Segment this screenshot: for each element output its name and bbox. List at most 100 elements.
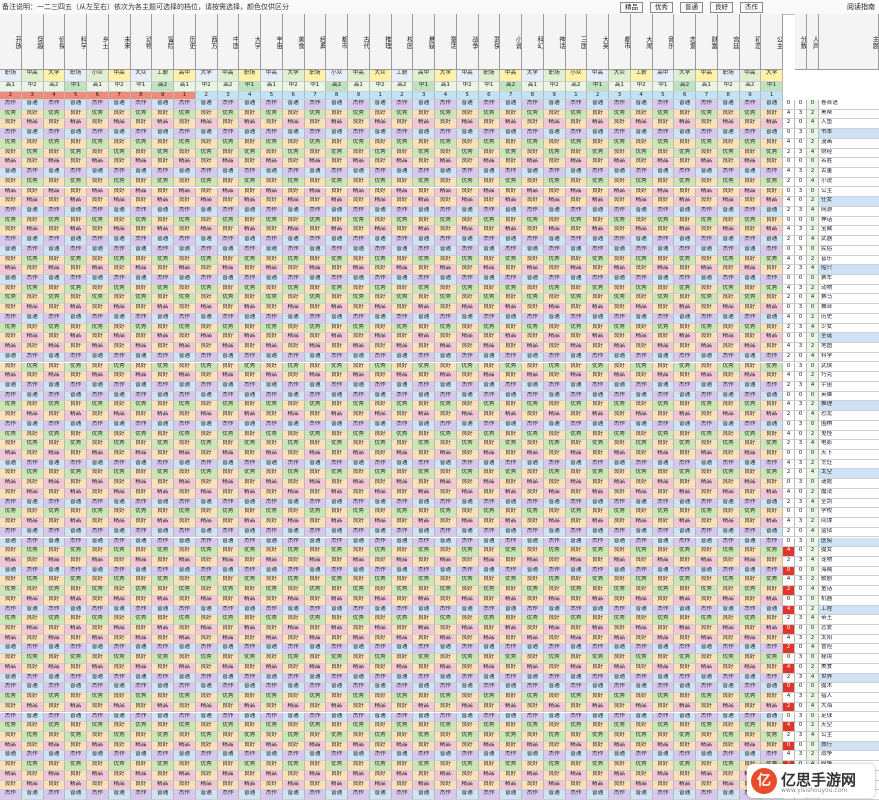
table-cell: 良好	[326, 722, 348, 732]
table-cell: 普通	[435, 275, 457, 285]
table-cell: 良好	[174, 411, 196, 421]
table-cell: 良好	[87, 547, 109, 557]
table-cell: 良好	[587, 343, 609, 353]
table-cell: 良好	[65, 187, 87, 198]
table-cell: 精品	[609, 634, 631, 645]
table-cell: 良好	[630, 479, 653, 489]
table-cell: 杰作	[65, 751, 87, 762]
table-cell: 良好	[369, 586, 392, 596]
table-cell: 普通	[87, 275, 109, 285]
table-cell: 优秀	[130, 430, 153, 441]
table-cell: 优秀	[304, 216, 327, 227]
table-cell: 优秀	[21, 576, 44, 587]
table-cell: 精品	[565, 556, 588, 567]
table-cell: 良好	[87, 780, 109, 791]
table-cell: 良好	[587, 586, 609, 596]
table-cell: 精品	[174, 663, 196, 674]
table-cell: 良好	[696, 333, 718, 344]
row-stat: 0	[807, 216, 819, 227]
table-cell: 良好	[282, 663, 305, 674]
table-cell: 良好	[609, 731, 631, 742]
table-cell: 优秀	[456, 576, 479, 587]
table-cell: 优秀	[152, 731, 174, 742]
table-cell: 杰作	[500, 537, 522, 548]
table-cell: 良好	[696, 197, 718, 207]
row-label: 太阳	[819, 634, 879, 645]
table-cell: 优秀	[435, 722, 457, 732]
table-cell: 普通	[543, 391, 566, 402]
table-cell: 杰作	[195, 459, 218, 470]
table-cell: 杰作	[674, 168, 696, 178]
table-cell: 良好	[522, 576, 544, 587]
table-cell: 杰作	[500, 644, 522, 655]
table-cell: 普通	[130, 168, 153, 178]
table-cell: 良好	[130, 119, 153, 130]
table-cell: 优秀	[261, 401, 283, 412]
table-cell: 优秀	[282, 731, 305, 742]
table-cell: 良好	[65, 265, 87, 275]
table-cell: 良好	[391, 304, 414, 314]
table-cell: 普通	[152, 498, 174, 509]
table-cell: 普通	[43, 751, 66, 762]
table-cell: 优秀	[326, 284, 348, 295]
table-cell: 良好	[674, 216, 696, 227]
table-cell: 良好	[652, 304, 675, 314]
table-cell: 优秀	[652, 693, 675, 703]
row-label: 宝藏	[819, 226, 879, 237]
table-cell: 良好	[522, 780, 544, 791]
row-stat: 4	[807, 411, 819, 421]
table-cell: 良好	[500, 323, 522, 334]
column-header: 大英	[587, 14, 609, 70]
table-cell: 良好	[195, 343, 218, 353]
row-stat: 2	[807, 693, 819, 703]
table-cell: 杰作	[456, 644, 479, 655]
table-cell: 良好	[130, 761, 153, 771]
table-cell: 优秀	[565, 430, 588, 441]
table-cell: 杰作	[522, 527, 544, 538]
table-cell: 良好	[282, 508, 305, 519]
table-cell: 普通	[174, 245, 196, 256]
table-cell: 良好	[326, 556, 348, 567]
header-index: 2	[0, 92, 22, 100]
row-stat: 4	[783, 518, 795, 528]
table-cell: 良好	[717, 556, 740, 567]
row-stat: 2	[783, 206, 795, 217]
table-cell: 良好	[413, 323, 435, 334]
table-cell: 优秀	[326, 362, 348, 373]
table-cell: 良好	[21, 158, 44, 169]
table-cell: 普通	[652, 168, 675, 178]
header-index: 2	[587, 92, 609, 100]
table-cell: 精品	[609, 450, 631, 460]
table-cell: 精品	[87, 450, 109, 460]
table-cell: 良好	[565, 576, 588, 587]
table-cell: 良好	[587, 615, 609, 625]
table-cell: 良好	[21, 372, 44, 382]
table-cell: 良好	[674, 479, 696, 489]
table-cell: 良好	[130, 576, 153, 587]
table-cell: 良好	[565, 654, 588, 664]
table-cell: 普通	[348, 245, 370, 256]
table-cell: 杰作	[217, 790, 240, 800]
table-cell: 优秀	[152, 469, 174, 480]
table-cell: 精品	[217, 158, 240, 169]
table-cell: 普通	[369, 527, 392, 538]
table-cell: 精品	[456, 226, 479, 237]
table-cell: 普通	[282, 498, 305, 509]
row-stat: 0	[795, 391, 807, 402]
table-cell: 优秀	[21, 284, 44, 295]
table-cell: 精品	[435, 187, 457, 198]
table-cell: 杰作	[217, 498, 240, 509]
table-cell: 良好	[65, 693, 87, 703]
table-cell: 精品	[87, 265, 109, 275]
table-cell: 杰作	[478, 790, 501, 800]
header-code: 大学	[761, 70, 783, 82]
table-cell: 优秀	[674, 440, 696, 450]
table-cell: 杰作	[282, 381, 305, 392]
row-stat: 2	[807, 109, 819, 120]
table-cell: 良好	[587, 265, 609, 275]
table-cell: 精品	[261, 634, 283, 645]
table-cell: 良好	[326, 770, 348, 781]
table-cell: 良好	[739, 304, 762, 314]
table-cell: 良好	[217, 411, 240, 421]
table-cell: 精品	[304, 741, 327, 752]
